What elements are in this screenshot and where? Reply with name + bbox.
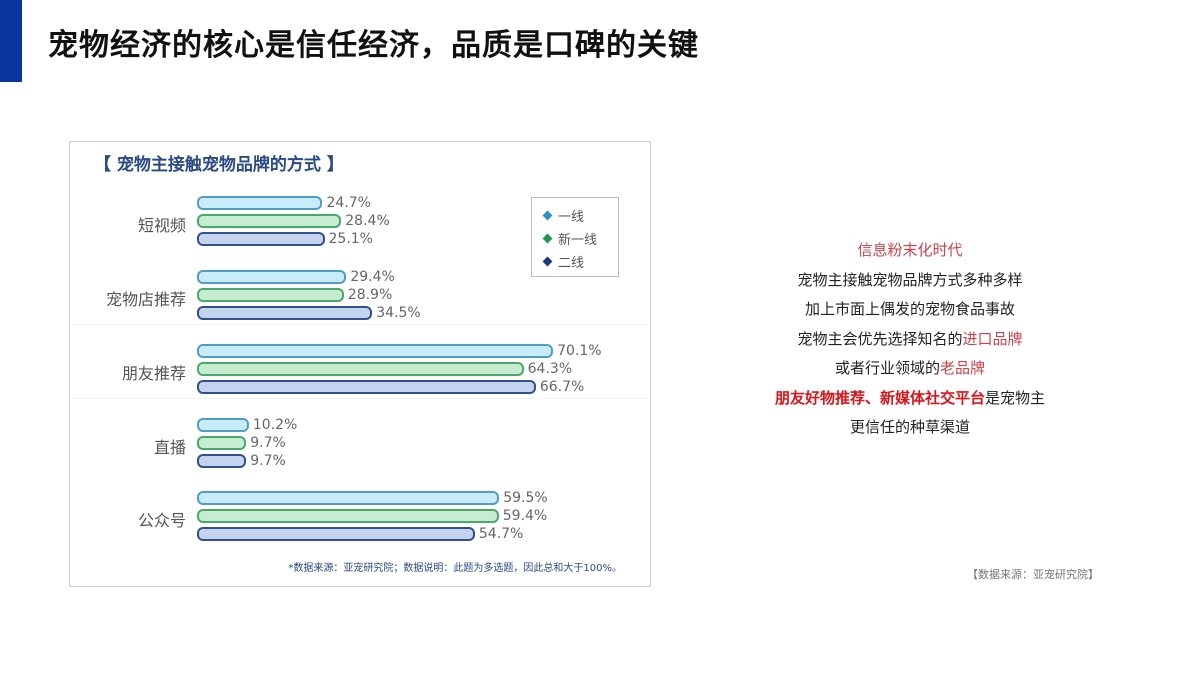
bar-value-label: 29.4% (350, 269, 395, 285)
bar (197, 454, 247, 468)
bar (197, 491, 500, 505)
bar-row: 9.7% (197, 453, 286, 469)
bar (197, 196, 323, 210)
category-label: 朋友推荐 (121, 364, 186, 383)
bar-row: 34.5% (197, 305, 421, 321)
title-accent-bar (0, 0, 22, 82)
bar-value-label: 54.7% (478, 526, 524, 542)
bar (197, 270, 347, 284)
category-label: 宠物店推荐 (105, 290, 186, 309)
bar (197, 418, 249, 432)
bar-row: 59.4% (197, 508, 548, 524)
bar-value-label: 59.5% (503, 490, 548, 506)
legend-label: 新一线 (558, 233, 598, 248)
diamond-icon (542, 233, 553, 244)
bar-value-label: 9.7% (250, 453, 286, 469)
bar-value-label: 64.3% (527, 361, 573, 377)
divider (70, 324, 650, 325)
bar (197, 527, 475, 541)
legend-label: 一线 (558, 210, 585, 225)
chart-title: 【 宠物主接触宠物品牌的方式 】 (94, 155, 344, 175)
bar-value-label: 28.4% (345, 213, 390, 229)
bar-value-label: 59.4% (502, 508, 548, 524)
bar-row: 29.4% (197, 269, 395, 285)
bar (197, 509, 499, 523)
divider (70, 398, 650, 399)
source-note: 【数据来源：亚宠研究院】 (967, 568, 1099, 581)
commentary-line: 宠物主会优先选择知名的进口品牌 (740, 325, 1080, 355)
text-segment: 是宠物主 (985, 388, 1046, 407)
bar-group: 公众号 59.5% 59.4% 54.7% (70, 487, 650, 547)
commentary-text: 信息粉末化时代 宠物主接触宠物品牌方式多种多样 加上市面上偶发的宠物食品事故 宠… (740, 236, 1080, 443)
bar-row: 54.7% (197, 526, 524, 542)
bar (197, 380, 536, 394)
bar-row: 9.7% (197, 435, 286, 451)
bar-group: 朋友推荐 70.1% 64.3% 66.7% (70, 340, 650, 400)
bar-group: 短视频 24.7% 28.4% 25.1% (70, 192, 650, 252)
diamond-icon (542, 256, 553, 267)
bar-value-label: 70.1% (557, 343, 602, 359)
bar-value-label: 66.7% (539, 379, 585, 395)
diamond-icon (542, 210, 553, 221)
category-label: 短视频 (137, 216, 186, 235)
bar-group: 直播 10.2% 9.7% 9.7% (70, 414, 650, 474)
bar-value-label: 9.7% (250, 435, 286, 451)
bar (197, 362, 524, 376)
chart-legend: 一线 新一线 二线 (531, 197, 619, 277)
bar (197, 288, 344, 302)
commentary-line: 朋友好物推荐、新媒体社交平台是宠物主 (740, 384, 1080, 414)
highlight-text: 老品牌 (940, 359, 986, 377)
bar (197, 306, 373, 320)
bar-value-label: 24.7% (326, 195, 371, 211)
bar-value-label: 10.2% (252, 417, 298, 433)
bar (197, 344, 554, 358)
page-title: 宠物经济的核心是信任经济，品质是口碑的关键 (48, 28, 699, 63)
legend-item: 新一线 (542, 229, 598, 248)
bar-value-label: 28.9% (347, 287, 393, 303)
chart-footnote: *数据来源：亚宠研究院；数据说明：此题为多选题，因此总和大于100%。 (288, 563, 622, 574)
bar-row: 59.5% (197, 490, 548, 506)
bar-row: 64.3% (197, 361, 573, 377)
bar-row: 25.1% (197, 231, 373, 247)
category-label: 公众号 (137, 511, 186, 530)
highlight-text: 朋友好物推荐、新媒体社交平台 (774, 388, 985, 407)
bar-row: 28.4% (197, 213, 390, 229)
bar-row: 70.1% (197, 343, 602, 359)
highlight-text: 进口品牌 (962, 329, 1023, 348)
bar (197, 436, 247, 450)
commentary-line: 更信任的种草渠道 (849, 418, 970, 436)
commentary-line: 信息粉末化时代 (857, 241, 963, 259)
legend-label: 二线 (558, 256, 585, 271)
commentary-line: 宠物主接触宠物品牌方式多种多样 (797, 270, 1023, 289)
commentary-line: 或者行业领域的老品牌 (740, 354, 1080, 384)
bar-row: 24.7% (197, 195, 371, 211)
legend-item: 一线 (542, 206, 585, 225)
text-segment: 或者行业领域的 (834, 359, 940, 377)
bar-group: 宠物店推荐 29.4% 28.9% 34.5% (70, 266, 650, 326)
category-label: 直播 (153, 438, 186, 457)
text-segment: 宠物主会优先选择知名的 (797, 329, 963, 348)
bar-value-label: 34.5% (376, 305, 421, 321)
bar-row: 10.2% (197, 417, 298, 433)
bar-row: 66.7% (197, 379, 585, 395)
bar (197, 232, 325, 246)
commentary-line: 加上市面上偶发的宠物食品事故 (804, 300, 1015, 318)
bar-row: 28.9% (197, 287, 393, 303)
bar-value-label: 25.1% (328, 231, 373, 247)
bar-chart: 【 宠物主接触宠物品牌的方式 】 短视频 24.7% 28.4% 25.1% 宠物店推荐… (69, 141, 651, 587)
legend-item: 二线 (542, 252, 585, 271)
bar (197, 214, 342, 228)
